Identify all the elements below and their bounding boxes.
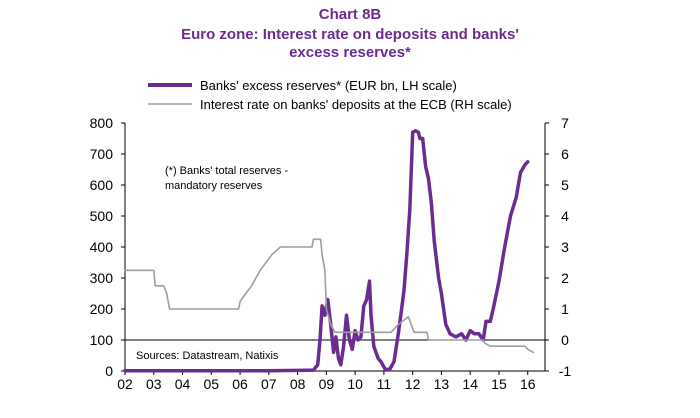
chart-title: Euro zone: Interest rate on deposits and… (181, 26, 519, 43)
x-tick-label: 07 (261, 376, 277, 392)
x-tick-label: 14 (462, 376, 478, 392)
right-tick-label: -1 (559, 363, 572, 379)
right-tick-label: 0 (561, 332, 569, 348)
source-note: Sources: Datastream, Natixis (136, 350, 279, 362)
x-axis-ticks: 02 03 04 05 06 07 08 09 10 11 12 13 14 15 16 (117, 371, 536, 392)
left-tick-label: 0 (105, 363, 113, 379)
series-lines (123, 129, 535, 373)
x-tick-label: 16 (520, 376, 536, 392)
right-axis-ticks: -1 0 1 2 3 4 5 6 7 (545, 115, 571, 379)
x-tick-label: 09 (319, 376, 335, 392)
chart-title-continued: excess reserves* (289, 44, 411, 61)
left-tick-label: 200 (90, 301, 114, 317)
x-tick-label: 15 (491, 376, 507, 392)
x-tick-label: 10 (347, 376, 363, 392)
right-tick-label: 7 (561, 115, 569, 131)
left-tick-label: 500 (90, 208, 114, 224)
x-tick-label: 12 (405, 376, 421, 392)
left-tick-label: 600 (90, 177, 114, 193)
x-tick-label: 03 (146, 376, 162, 392)
left-tick-label: 100 (90, 332, 114, 348)
left-tick-label: 400 (90, 239, 114, 255)
left-axis-ticks: 0 100 200 300 400 500 600 700 800 (90, 115, 125, 379)
right-tick-label: 5 (561, 177, 569, 193)
right-tick-label: 2 (561, 270, 569, 286)
x-tick-label: 06 (232, 376, 248, 392)
right-tick-label: 4 (561, 208, 569, 224)
x-tick-label: 05 (204, 376, 220, 392)
left-tick-label: 300 (90, 270, 114, 286)
legend-label-deposit-rate: Interest rate on banks' deposits at the … (200, 97, 512, 112)
right-tick-label: 6 (561, 146, 569, 162)
annotation-line-1: (*) Banks' total reserves - (165, 165, 288, 177)
axes (124, 123, 546, 372)
chart-label: Chart 8B (318, 6, 382, 23)
legend: Banks' excess reserves* (EUR bn, LH scal… (148, 78, 512, 112)
series-line-deposit-rate (124, 238, 535, 354)
x-tick-label: 02 (117, 376, 133, 392)
x-tick-label: 08 (290, 376, 306, 392)
x-tick-label: 13 (434, 376, 450, 392)
left-tick-label: 700 (90, 146, 114, 162)
annotation-line-2: mandatory reserves (165, 180, 263, 192)
legend-label-excess-reserves: Banks' excess reserves* (EUR bn, LH scal… (200, 78, 457, 93)
x-tick-label: 11 (377, 376, 392, 392)
left-tick-label: 800 (90, 115, 114, 131)
x-tick-label: 04 (175, 376, 191, 392)
right-tick-label: 1 (561, 301, 569, 317)
right-tick-label: 3 (561, 239, 569, 255)
